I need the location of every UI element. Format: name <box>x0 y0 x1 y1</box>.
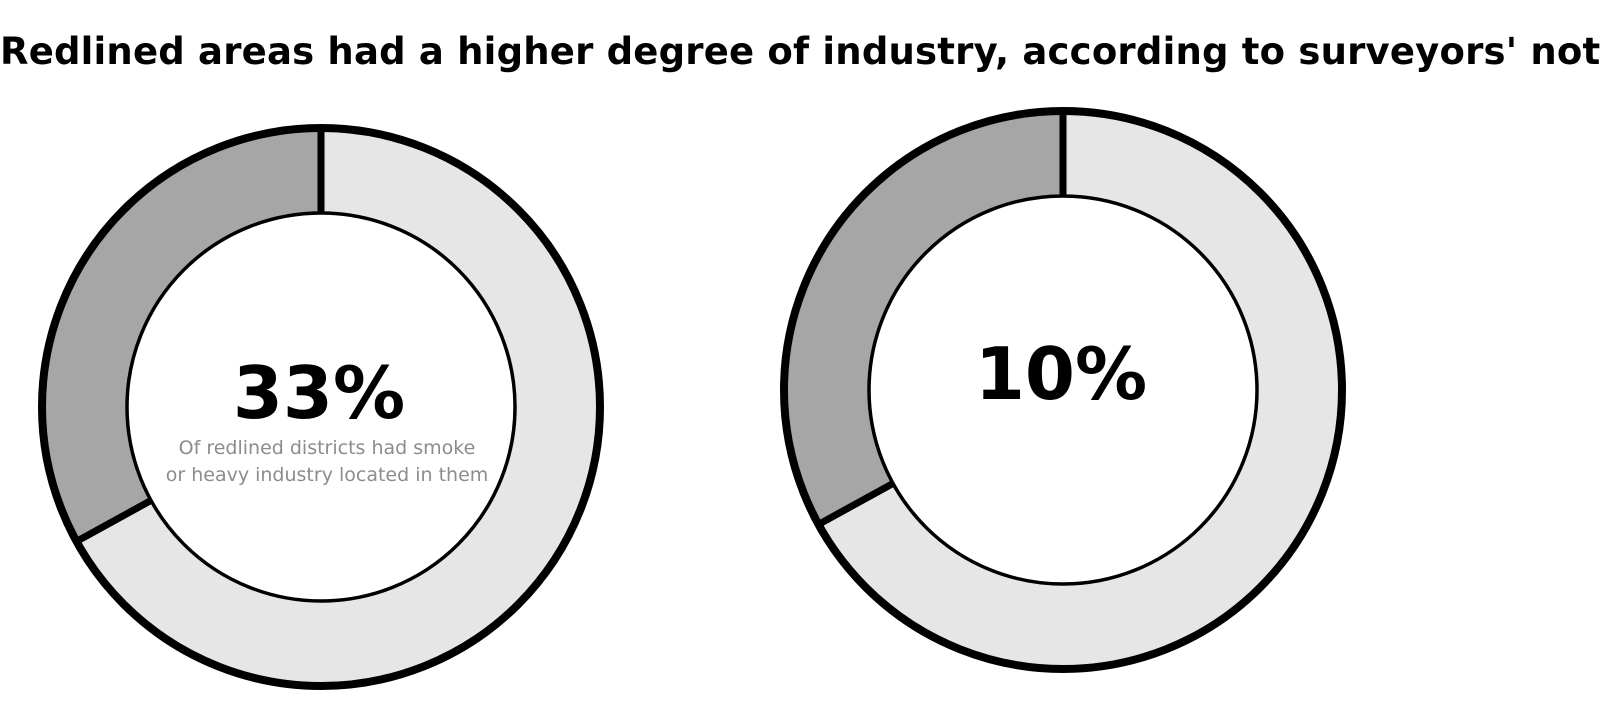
donut-chart-right: 10% <box>780 107 1346 673</box>
donut-value-label: 33% <box>233 351 405 435</box>
donut-outer-ring <box>780 107 1346 673</box>
segment-divider <box>816 480 895 528</box>
donut-value-label: 10% <box>975 332 1147 416</box>
chart-title: Redlined areas had a higher degree of in… <box>0 30 1600 73</box>
donut-segment-highlight <box>784 111 1063 525</box>
donut-center-hole <box>125 211 517 603</box>
donut-segment-highlight <box>41 128 321 542</box>
donut-caption-line: Of redlined districts had smoke <box>179 437 476 459</box>
donut-center-hole <box>867 194 1259 586</box>
donut-caption-line: or heavy industry located in them <box>166 464 489 486</box>
donut-outer-ring <box>38 124 604 690</box>
segment-divider <box>74 497 153 545</box>
donut-chart-left: 33%Of redlined districts had smoke or hea… <box>38 124 604 690</box>
donut-segment-remainder <box>76 128 600 687</box>
donut-segment-remainder <box>818 111 1342 669</box>
